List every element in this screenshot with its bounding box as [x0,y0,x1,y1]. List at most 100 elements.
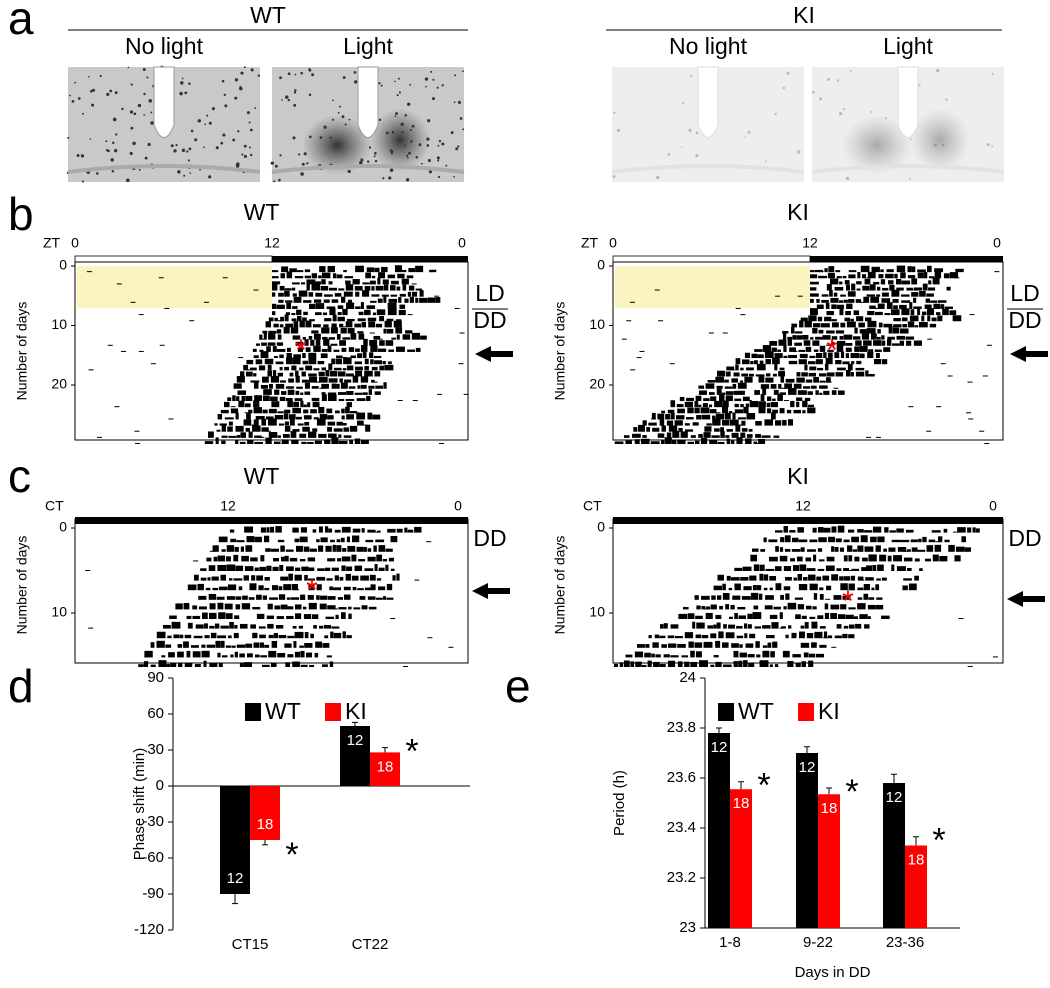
bar [370,752,400,786]
significance: * [757,767,770,805]
activity [896,265,906,273]
activity [239,663,244,667]
activity [869,305,876,309]
activity [785,634,789,639]
activity [219,423,227,426]
activity [295,416,302,420]
activity [684,401,693,408]
activity [286,615,294,619]
activity [294,276,304,279]
activity [218,663,223,667]
activity [878,322,883,328]
cell-dot [292,136,296,140]
activity [872,526,882,533]
activity [888,326,892,334]
activity [762,625,771,629]
activity [871,587,875,591]
activity [308,357,317,365]
activity [644,652,651,658]
activity [850,352,860,359]
activity [249,367,257,371]
activity [388,349,395,352]
activity [798,359,807,365]
activity [368,385,375,389]
cell-dot [243,66,246,69]
plot-title: WT [244,199,280,225]
activity [836,367,846,371]
cell-dot [130,126,134,130]
activity [804,622,809,629]
activity-tick [935,541,941,543]
activity [304,339,309,346]
activity [788,387,797,395]
activity [173,634,180,639]
activity [770,412,776,420]
activity-tick [986,344,992,346]
activity [391,337,397,340]
cell-dot [405,178,410,182]
activity [779,547,784,552]
cell-dot [908,177,911,180]
activity [845,353,850,359]
activity-tick [259,436,265,438]
activity [193,635,203,639]
activity-tick [797,295,803,297]
activity [286,597,291,600]
activity [861,567,866,571]
activity [762,388,767,395]
activity [816,576,822,581]
activity [905,336,915,340]
activity [259,642,264,648]
activity [392,575,396,581]
activity [284,366,290,371]
activity [347,328,355,334]
activity [272,292,276,297]
activity [868,373,875,377]
y-tick-label: 23 [679,919,696,936]
activity [796,377,805,383]
activity [409,296,414,303]
activity [350,355,357,359]
cell-dot [782,86,786,90]
activity [261,427,269,432]
activity [692,621,696,629]
activity [345,321,353,328]
activity [754,349,763,352]
activity [759,660,769,667]
activity [333,349,340,352]
activity [334,529,341,533]
cell-dot [811,90,815,94]
activity [312,401,320,408]
activity [369,574,376,581]
activity [284,425,291,432]
activity [750,360,754,365]
activity-tick [739,424,745,426]
chiasm [611,164,805,174]
activity [843,576,851,581]
y-tick-label: -30 [142,813,164,830]
activity [751,353,758,359]
activity [868,554,877,562]
activity [865,317,872,322]
activity [390,568,395,571]
activity [712,418,721,426]
activity [311,386,319,389]
activity [230,538,237,543]
cell-dot [273,180,276,183]
activity [435,297,441,303]
cell-dot [150,121,154,125]
activity-tick [979,430,985,432]
activity [732,412,736,420]
activity [834,286,844,291]
activity-tick [414,579,420,581]
activity [766,402,771,408]
activity [277,435,281,438]
cell-dot [382,177,385,180]
activity [703,432,711,438]
activity [411,332,421,340]
activity [369,280,376,285]
activity [291,312,296,316]
activity [932,554,939,562]
activity [775,566,782,571]
activity [328,363,333,371]
